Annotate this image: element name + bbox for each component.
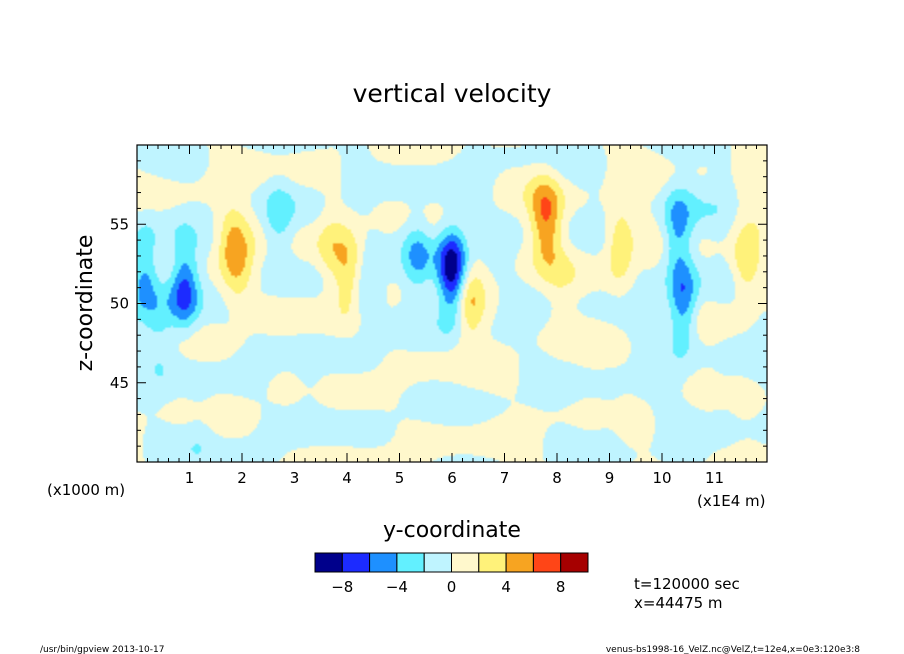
x-unit-right: (x1E4 m) (697, 492, 766, 510)
y-tick-label: 50 (110, 295, 129, 313)
colorbar-bin (478, 552, 507, 573)
x-tick-label: 4 (342, 469, 352, 487)
time-annotation: t=120000 sec (634, 575, 740, 593)
x-tick-label: 8 (552, 469, 562, 487)
footer-right: venus-bs1998-16_VelZ.nc@VelZ,t=12e4,x=0e… (606, 645, 860, 654)
x-tick-label: 1 (185, 469, 195, 487)
chart-title: vertical velocity (353, 79, 552, 108)
y-axis-ticks: 45 50 55 (110, 160, 767, 447)
x-tick-label: 5 (395, 469, 405, 487)
y-tick-label: 55 (110, 215, 129, 233)
x-unit-left: (x1000 m) (47, 481, 125, 499)
colorbar-label: 8 (556, 578, 566, 596)
x-tick-label: 7 (500, 469, 510, 487)
colorbar-bin (451, 552, 480, 573)
x-tick-label: 9 (605, 469, 615, 487)
colorbar-bin (369, 552, 398, 573)
x-axis-label: y-coordinate (383, 518, 521, 543)
colorbar-label: −4 (386, 578, 408, 596)
x-tick-label: 2 (237, 469, 247, 487)
x-axis-ticks: 1 2 3 4 5 6 7 8 9 10 11 (147, 145, 757, 487)
colorbar-label: 0 (447, 578, 457, 596)
x-tick-label: 6 (447, 469, 457, 487)
x-position-annotation: x=44475 m (634, 594, 723, 612)
y-tick-label: 45 (110, 374, 129, 392)
colorbar-bin (341, 552, 371, 573)
colorbar: −8 −4 0 4 8 (314, 552, 589, 596)
colorbar-bin (396, 552, 425, 573)
colorbar-bin (423, 552, 453, 573)
y-axis-label: z-coordinate (73, 235, 98, 372)
colorbar-label: 4 (501, 578, 511, 596)
colorbar-bin (560, 552, 589, 573)
colorbar-bin (532, 552, 562, 573)
x-tick-label: 10 (652, 469, 671, 487)
plot-area (136, 144, 768, 463)
colorbar-bin (505, 552, 534, 573)
x-tick-label: 11 (705, 469, 724, 487)
colorbar-label: −8 (331, 578, 353, 596)
heatmap-field (137, 145, 767, 462)
footer-left: /usr/bin/gpview 2013-10-17 (40, 645, 164, 654)
colorbar-bin (314, 552, 343, 573)
x-tick-label: 3 (290, 469, 300, 487)
